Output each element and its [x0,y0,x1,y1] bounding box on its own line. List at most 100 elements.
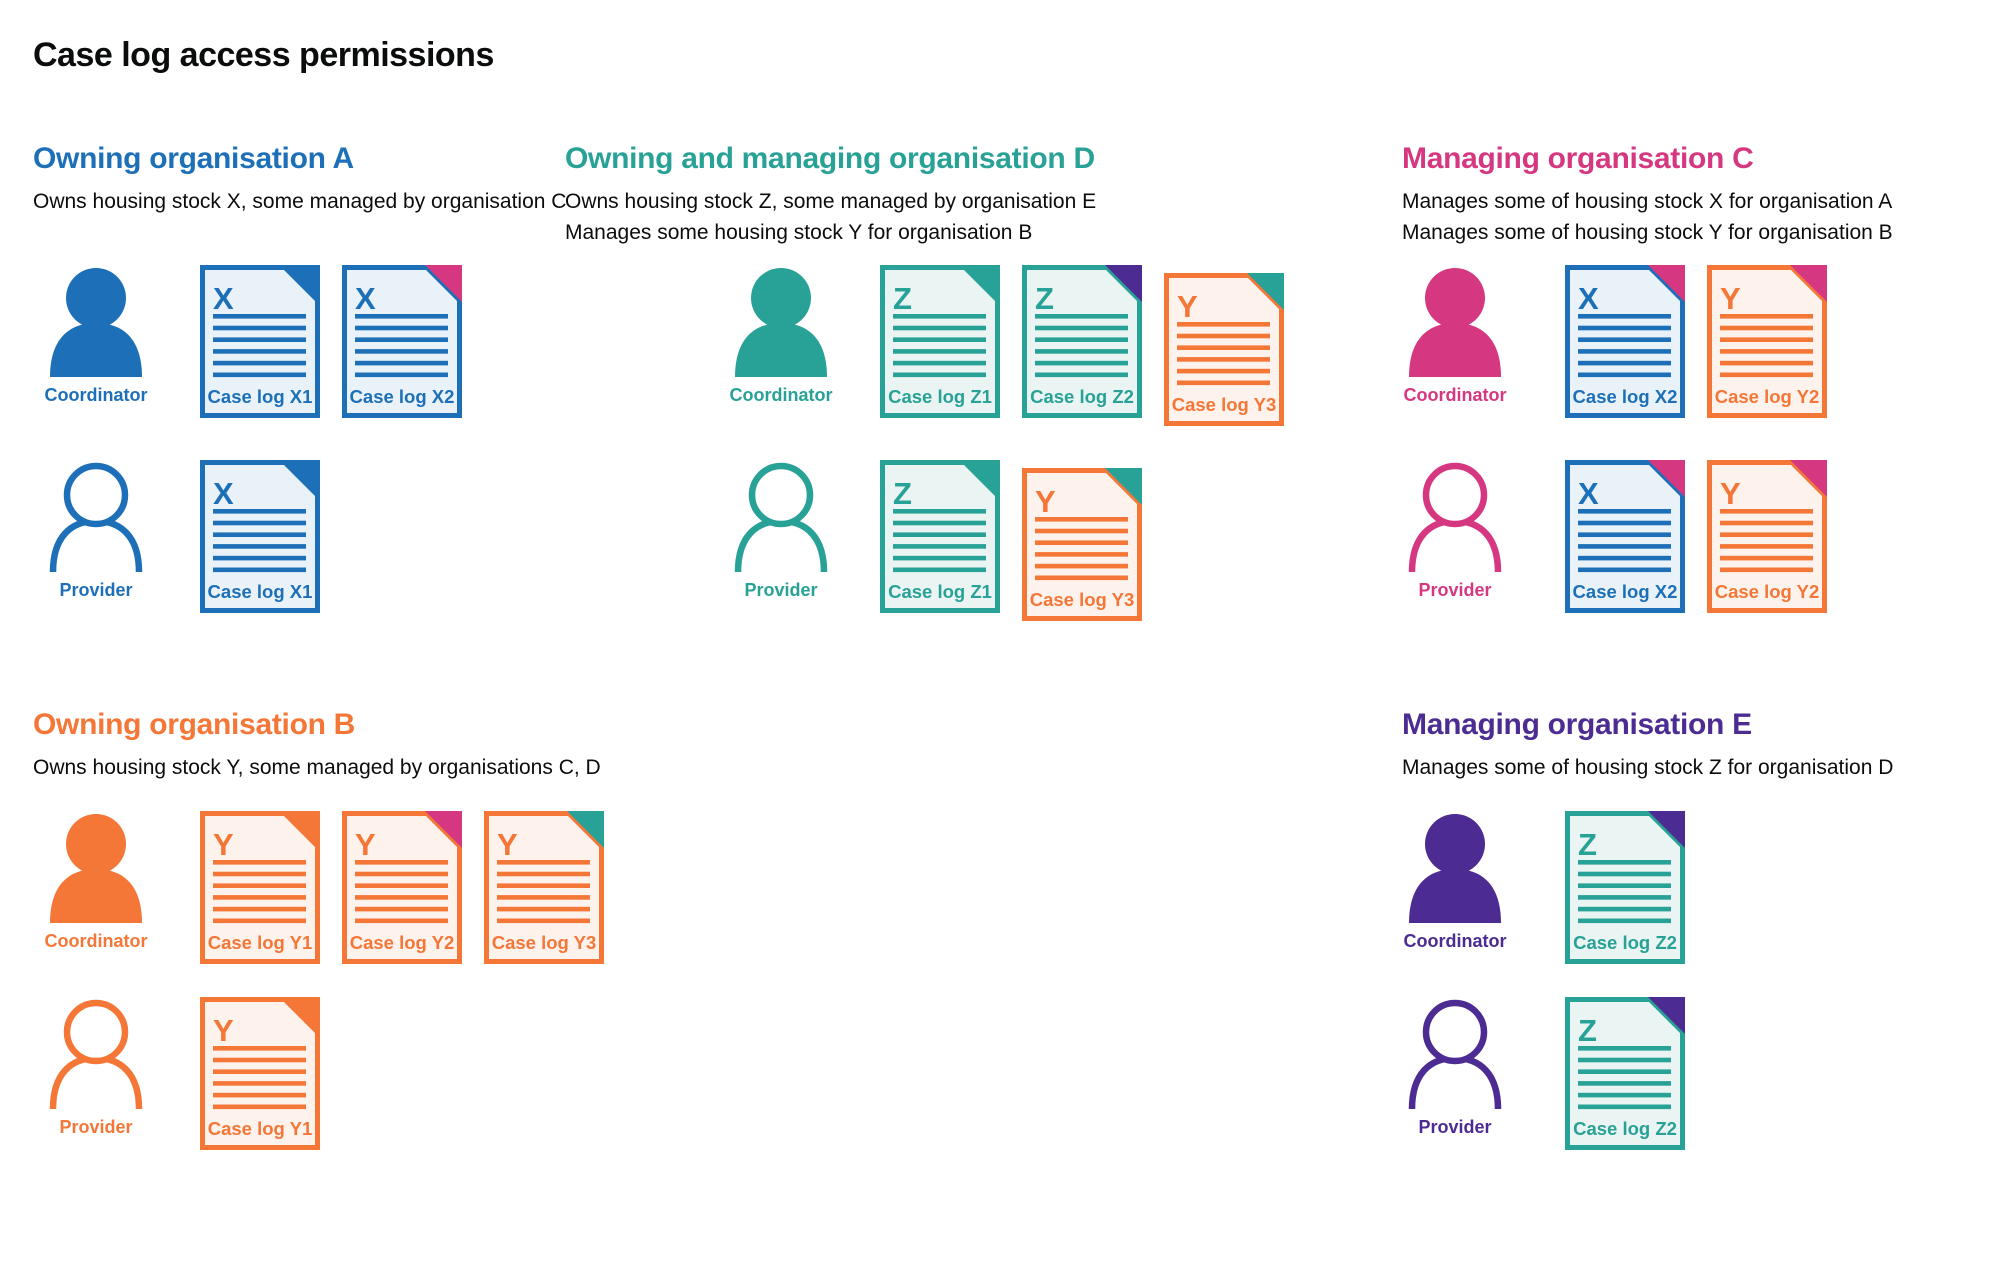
document-icon: X Case log X1 [200,265,320,418]
text-line [1578,532,1671,537]
text-line [1720,555,1813,561]
case-log-document: Y Case log Y3 [1022,468,1142,621]
role-label: Provider [59,1117,133,1137]
role-label: Provider [59,580,133,600]
text-line [893,325,986,331]
folded-corner-icon [283,265,320,302]
role-label: Coordinator [44,385,148,405]
case-log-document: Y Case log Y2 [342,811,462,964]
document-icon: Y Case log Y3 [484,811,604,964]
role-label: Coordinator [1403,931,1507,951]
person-body [1409,323,1501,377]
case-log-label: Case log X2 [1573,386,1678,407]
document-icon: Y Case log Y3 [1164,273,1284,426]
text-line [213,1104,306,1110]
text-line [213,895,306,900]
text-line [355,918,448,924]
document-icon: X Case log X2 [342,265,462,418]
case-log-label: Case log X2 [350,386,455,407]
text-line [1035,372,1128,378]
text-line [1177,380,1270,386]
text-line [1578,360,1671,366]
case-log-document: X Case log X2 [1565,265,1685,418]
text-line [1177,333,1270,339]
section-description-line: Owns housing stock Y, some managed by or… [33,756,601,779]
person-body [49,517,143,573]
stock-letter: Z [893,476,912,511]
case-log-document: Y Case log Y3 [1164,273,1284,426]
text-line [1035,325,1128,331]
text-line [497,918,590,924]
text-line [1035,575,1128,581]
stock-letter: Z [893,281,912,316]
document-icon: Y Case log Y2 [1707,460,1827,613]
section-description-line: Owns housing stock X, some managed by or… [33,190,567,213]
text-line [213,532,306,537]
text-line [893,349,986,354]
text-line [1578,555,1671,561]
case-log-label: Case log Y2 [1715,581,1820,602]
text-line [213,1081,306,1086]
text-line [1177,368,1270,374]
person-head [748,462,814,528]
case-log-label: Case log X1 [208,386,313,407]
folded-corner-icon [1648,460,1685,497]
stock-letter: X [213,281,234,316]
case-log-label: Case log X2 [1573,581,1678,602]
text-line [1578,895,1671,900]
text-line [1720,372,1813,378]
page-title: Case log access permissions [33,36,494,74]
text-line [893,532,986,537]
folded-corner-icon [283,460,320,497]
section-description-line: Manages some of housing stock Y for orga… [1402,221,1893,244]
document-icon: Y Case log Y1 [200,997,320,1150]
text-line [497,860,590,865]
folded-corner-icon [425,265,462,302]
stock-letter: Y [355,827,376,862]
person-body [49,1054,143,1110]
section-description-line: Manages some of housing stock X for orga… [1402,190,1893,213]
case-log-document: Z Case log Z2 [1022,265,1142,418]
coordinator-person-icon [41,267,151,377]
folded-corner-icon [1105,265,1142,302]
case-log-label: Case log Z2 [1030,386,1134,407]
coordinator-person-icon [41,813,151,923]
person-head [1422,462,1488,528]
text-line [1177,357,1270,362]
case-log-document: X Case log X2 [342,265,462,418]
text-line [497,895,590,900]
coordinator-person-icon [1400,813,1510,923]
text-line [355,906,448,912]
document-icon: X Case log X2 [1565,460,1685,613]
case-log-label: Case log X1 [208,581,313,602]
text-line [1035,360,1128,366]
text-line [355,314,448,319]
text-line [1578,544,1671,549]
provider-person-icon [1400,999,1510,1110]
case-log-label: Case log Z1 [888,386,992,407]
case-log-document: Z Case log Z1 [880,265,1000,418]
text-line [1177,345,1270,350]
text-line [355,360,448,366]
text-line [355,349,448,354]
text-line [213,509,306,514]
text-line [893,509,986,514]
text-line [213,1092,306,1098]
role-label: Coordinator [729,385,833,405]
provider-person-icon [1400,462,1510,573]
text-line [1578,520,1671,526]
person-body [1409,869,1501,923]
folded-corner-icon [963,265,1000,302]
coordinator-person-icon [1400,267,1510,377]
folded-corner-icon [1648,265,1685,302]
text-line [1578,1104,1671,1110]
case-log-label: Case log Y1 [208,932,313,953]
text-line [1720,567,1813,573]
provider-person-icon [41,999,151,1110]
person-body [1408,1054,1502,1110]
folded-corner-icon [1105,468,1142,505]
case-log-document: Z Case log Z1 [880,460,1000,613]
text-line [1035,314,1128,319]
text-line [213,544,306,549]
stock-letter: Y [497,827,518,862]
